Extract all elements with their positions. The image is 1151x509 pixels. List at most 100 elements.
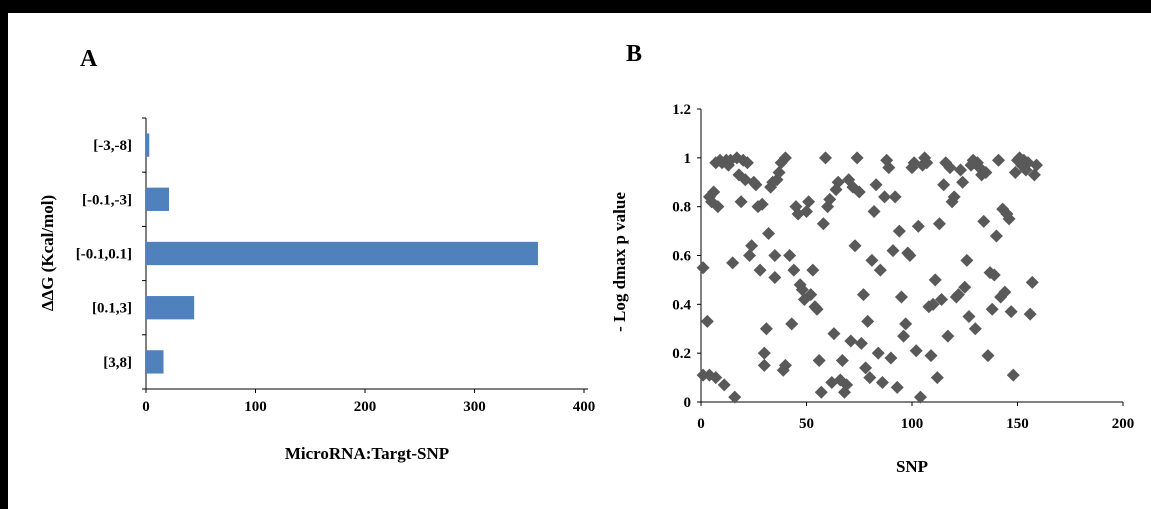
scatter-point-147 [998, 285, 1012, 299]
scatter-point-34 [762, 227, 776, 241]
scatter-point-130 [962, 310, 976, 324]
scatter-point-123 [947, 190, 961, 204]
scatter-point-45 [783, 249, 797, 262]
scatter-chart-panel-b: 0 50 100 150 200 0 0.2 0.4 0.6 0.8 1 1.2 SNP - Log … [610, 102, 1134, 476]
scatter-point-53 [800, 205, 813, 219]
scatter-point-55 [804, 288, 818, 302]
scatter-point-159 [1023, 307, 1037, 321]
scatter-point-142 [987, 268, 1001, 282]
scatter-point-66 [827, 327, 841, 341]
scatter-point-59 [812, 353, 826, 367]
scatter-point-2 [700, 314, 714, 328]
bar-category-label: [-0.1,0.1] [76, 247, 132, 263]
scatter-point-38 [768, 270, 782, 284]
scatter-point-7 [709, 371, 723, 385]
bar-1 [146, 187, 169, 211]
scatter-point-141 [985, 302, 999, 316]
scatter-point-44 [778, 151, 792, 165]
bar-chart-panel-a: 0 100 200 300 400 [-3,-8] [-0.1,-3] [-0.1,0.1] [… [38, 117, 595, 463]
scatter-y-tick-label: 1.2 [672, 102, 691, 118]
scatter-point-100 [899, 317, 913, 331]
bar-category-label: [-0.1,-3] [82, 192, 132, 208]
panel-b-label: B [626, 41, 642, 67]
bar-marks [146, 133, 539, 374]
scatter-point-149 [1002, 212, 1016, 226]
bar-x-tick-label: 100 [244, 399, 267, 415]
scatter-point-87 [871, 346, 885, 360]
scatter-point-68 [831, 175, 845, 189]
scatter-point-86 [869, 178, 883, 192]
bar-ticks: 0 100 200 300 400 [-3,-8] [-0.1,-3] [-0.1,0.1] [… [76, 117, 595, 415]
scatter-y-axis-title: - Log dmax p value [610, 192, 629, 332]
bar-category-label: [3,8] [103, 355, 132, 371]
scatter-point-60 [814, 385, 828, 399]
scatter-point-33 [759, 322, 773, 336]
scatter-x-tick-label: 150 [1006, 416, 1029, 432]
scatter-x-tick-label: 0 [697, 416, 705, 432]
scatter-point-51 [795, 283, 809, 297]
scatter-point-1 [696, 261, 710, 275]
scatter-y-tick-label: 1 [684, 151, 692, 167]
scatter-point-47 [787, 263, 801, 277]
bar-4 [146, 350, 164, 374]
scatter-y-tick-label: 0.8 [672, 200, 691, 216]
figure-svg: A B 0 100 200 300 400[-3,-8][-0.1,-3][-0.1,0… [38, 41, 1134, 476]
scatter-point-23 [740, 156, 754, 170]
bar-y-axis-title: ΔΔG (Kcal/mol) [38, 195, 57, 311]
scatter-point-92 [882, 161, 896, 175]
scatter-point-30 [755, 197, 769, 211]
scatter-point-161 [1027, 168, 1041, 182]
scatter-x-tick-label: 100 [901, 416, 924, 432]
scatter-point-27 [749, 178, 763, 192]
bar-3 [146, 296, 195, 320]
scatter-point-20 [734, 195, 748, 209]
scatter-point-121 [943, 161, 957, 175]
scatter-point-81 [859, 361, 873, 375]
bar-category-label: [-3,-8] [93, 138, 132, 154]
scatter-point-129 [960, 253, 974, 267]
scatter-point-116 [932, 217, 946, 231]
scatter-point-151 [1006, 368, 1020, 382]
scatter-point-143 [989, 229, 1003, 243]
scatter-point-58 [810, 302, 824, 316]
bar-x-axis-title: MicroRNA:Targt-SNP [285, 444, 449, 463]
scatter-point-12 [717, 378, 731, 392]
scatter-point-126 [954, 163, 968, 177]
scatter-point-96 [890, 380, 904, 394]
scatter-point-83 [863, 371, 877, 385]
scatter-ticks: 0 50 100 150 200 0 0.2 0.4 0.6 0.8 1 1.2 [672, 102, 1134, 432]
scatter-point-72 [840, 378, 854, 392]
scatter-point-162 [1029, 158, 1043, 172]
scatter-point-160 [1025, 275, 1039, 289]
scatter-point-93 [884, 351, 898, 365]
scatter-point-88 [873, 263, 887, 277]
scatter-point-138 [979, 165, 993, 179]
panel-a-label: A [80, 46, 98, 72]
scatter-point-17 [728, 390, 742, 404]
scatter-point-113 [926, 297, 940, 311]
figure-frame: A B 0 100 200 300 400 [-3,-8] [-0.1,-3] [-0.1,0… [8, 13, 1151, 509]
scatter-points [696, 151, 1043, 404]
scatter-point-117 [935, 292, 949, 306]
scatter-point-6 [707, 185, 721, 199]
scatter-point-110 [920, 156, 934, 170]
scatter-point-40 [772, 165, 786, 179]
scatter-point-64 [823, 192, 837, 206]
bar-x-tick-label: 0 [142, 399, 150, 415]
scatter-point-94 [886, 244, 900, 258]
scatter-point-82 [861, 314, 875, 328]
scatter-point-70 [835, 353, 849, 367]
scatter-point-76 [848, 239, 862, 253]
scatter-point-114 [928, 273, 942, 287]
bar-x-tick-label: 200 [354, 399, 377, 415]
scatter-point-78 [852, 185, 866, 199]
scatter-point-29 [753, 263, 767, 277]
scatter-point-95 [888, 190, 902, 204]
scatter-point-127 [956, 175, 970, 189]
scatter-point-144 [992, 153, 1006, 167]
scatter-x-axis-title: SNP [896, 457, 928, 476]
scatter-point-106 [911, 219, 925, 233]
scatter-point-31 [757, 358, 771, 372]
scatter-point-98 [894, 290, 908, 304]
scatter-point-25 [745, 239, 759, 253]
